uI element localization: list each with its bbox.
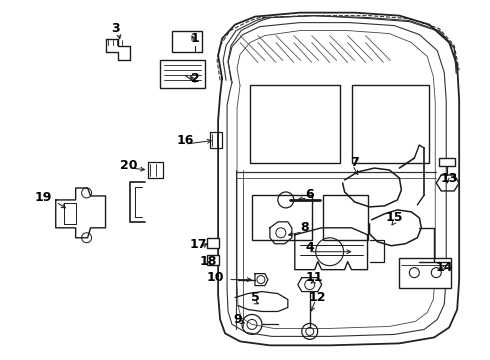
Text: 3: 3: [111, 22, 120, 35]
Bar: [399, 258, 451, 288]
Text: 14: 14: [436, 261, 453, 274]
Text: 8: 8: [300, 221, 309, 234]
Bar: [207, 255, 219, 265]
Text: 2: 2: [191, 72, 199, 85]
Bar: [160, 60, 205, 88]
Text: 1: 1: [191, 32, 199, 45]
Text: 5: 5: [250, 291, 259, 304]
Bar: [323, 195, 368, 240]
Text: 13: 13: [441, 171, 458, 185]
Text: 12: 12: [309, 291, 326, 304]
Text: 11: 11: [306, 271, 323, 284]
Text: 16: 16: [176, 134, 194, 147]
Text: 15: 15: [386, 211, 403, 224]
Bar: [250, 85, 340, 163]
Text: 20: 20: [120, 158, 137, 172]
Text: 18: 18: [199, 255, 217, 268]
Text: 9: 9: [234, 313, 243, 326]
Text: 19: 19: [34, 192, 51, 204]
Text: 4: 4: [305, 241, 314, 254]
Bar: [252, 195, 312, 240]
Text: 6: 6: [305, 188, 314, 202]
Text: 7: 7: [350, 156, 359, 168]
Bar: [207, 238, 219, 248]
Bar: [352, 85, 429, 163]
Text: 10: 10: [206, 271, 224, 284]
Text: 17: 17: [190, 238, 207, 251]
Bar: [172, 31, 202, 53]
Bar: [439, 158, 455, 166]
